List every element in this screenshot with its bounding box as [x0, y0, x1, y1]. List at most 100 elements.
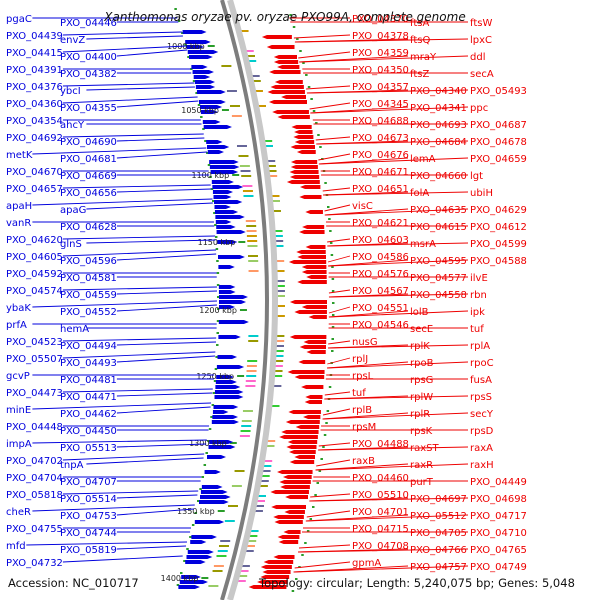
- reverse-gene-label: rpoC: [470, 358, 494, 369]
- reverse-gene-arrow: [291, 125, 312, 129]
- cog-band: [274, 290, 285, 292]
- reverse-gene-label: PXO_04345: [352, 99, 409, 110]
- forward-gene-label: PXO_04471: [60, 392, 117, 403]
- ring-tick: [215, 248, 219, 250]
- leader-line: [116, 290, 217, 295]
- cog-band: [258, 480, 269, 482]
- reverse-gene-label: tuf: [352, 388, 366, 399]
- reverse-gene-arrow: [288, 410, 321, 414]
- forward-gene-arrow: [196, 90, 226, 94]
- reverse-gene-label: PXO_04612: [470, 222, 527, 233]
- cog-band: [246, 540, 257, 542]
- cog-band: [248, 260, 259, 262]
- forward-gene-arrow: [193, 75, 211, 79]
- reverse-gene-label: PXO_04359: [352, 48, 409, 59]
- cog-band: [272, 375, 283, 377]
- forward-gene-arrow: [216, 375, 234, 379]
- cog-band: [236, 145, 247, 147]
- ring-tick: [317, 134, 320, 136]
- reverse-gene-arrow: [306, 275, 327, 279]
- cog-band: [274, 280, 285, 282]
- cog-band: [227, 505, 238, 507]
- cog-band: [244, 545, 255, 547]
- cog-band: [274, 270, 285, 272]
- ring-tick: [200, 116, 203, 118]
- forward-gene-arrow: [181, 575, 201, 579]
- ring-tick: [216, 320, 220, 322]
- reverse-gene-arrow: [261, 35, 292, 39]
- cog-band: [247, 240, 258, 242]
- reverse-gene-arrow: [289, 335, 327, 339]
- ring-tick: [214, 236, 218, 238]
- forward-gene-label: ybaK: [6, 303, 31, 314]
- reverse-gene-arrow: [290, 160, 318, 164]
- reverse-gene-arrow: [285, 495, 308, 499]
- leader-line: [318, 153, 351, 161]
- ring-tick: [203, 464, 207, 466]
- reverse-gene-arrow: [290, 165, 318, 169]
- cog-band: [255, 500, 265, 502]
- reverse-gene-arrow: [277, 115, 310, 119]
- leader-line: [86, 202, 213, 210]
- reverse-gene-label: PXO_04621: [352, 218, 409, 229]
- reverse-gene-arrow: [272, 110, 309, 114]
- leader-line: [32, 504, 195, 512]
- reverse-gene-arrow: [287, 440, 318, 444]
- cog-band: [267, 175, 278, 177]
- cog-band: [243, 550, 254, 552]
- cog-band: [264, 445, 275, 447]
- forward-gene-arrow: [218, 265, 235, 269]
- reverse-gene-arrow: [285, 420, 320, 424]
- forward-gene-arrow: [206, 145, 230, 149]
- cog-band: [246, 235, 257, 237]
- cog-band: [274, 340, 285, 342]
- forward-gene-label: PXO_04707: [60, 477, 117, 488]
- scale-label: 1250 kbp: [196, 372, 234, 381]
- cog-band: [274, 285, 285, 287]
- leader-line: [62, 453, 205, 461]
- forward-gene-arrow: [216, 225, 236, 229]
- reverse-gene-arrow: [270, 490, 309, 494]
- reverse-gene-label: PXO_04629: [470, 205, 527, 216]
- forward-gene-arrow: [215, 380, 237, 384]
- reverse-gene-label: ftsZ: [410, 69, 429, 80]
- ring-tick: [213, 380, 217, 382]
- ring-tick: [186, 548, 189, 550]
- forward-gene-label: vanR: [6, 218, 31, 229]
- leader-line: [116, 443, 207, 448]
- reverse-gene-arrow: [288, 260, 327, 264]
- reverse-gene-label: PXO_04684: [410, 137, 467, 148]
- forward-gene-label: PXO_04559: [60, 290, 117, 301]
- reverse-gene-label: rpsL: [352, 371, 374, 382]
- ring-tick: [312, 110, 316, 112]
- ring-tick: [210, 416, 213, 418]
- ring-tick: [298, 566, 301, 568]
- reverse-gene-label: PXO_04449: [470, 477, 527, 488]
- reverse-gene-label: PXO_04576: [352, 269, 409, 280]
- ring-tick: [329, 230, 332, 232]
- forward-gene-arrow: [190, 540, 207, 544]
- ring-tick: [216, 272, 220, 274]
- reverse-gene-label: lgt: [470, 171, 483, 182]
- ring-tick: [205, 452, 208, 454]
- forward-gene-label: mfd: [6, 541, 26, 552]
- leader-line: [327, 238, 351, 243]
- leader-line: [62, 82, 195, 87]
- forward-gene-label: ybcI: [60, 86, 81, 97]
- forward-gene-label: PXO_04446: [60, 18, 117, 29]
- forward-gene-arrow: [187, 550, 214, 554]
- reverse-gene-arrow: [281, 430, 319, 434]
- forward-gene-arrow: [201, 485, 223, 489]
- reverse-gene-arrow: [293, 135, 314, 139]
- scale-labels: 1000 kbp 1050 kbp 1100 kbp 1150 kbp 1200 kbp…: [161, 42, 237, 583]
- ring-tick: [184, 44, 187, 46]
- forward-gene-arrow: [194, 80, 215, 84]
- forward-gene-arrow: [214, 205, 231, 209]
- cog-band: [224, 520, 235, 522]
- forward-gene-label: PXO_04400: [60, 52, 117, 63]
- ring-tick: [215, 356, 218, 358]
- cog-band: [274, 305, 285, 307]
- forward-gene-arrow: [215, 220, 232, 224]
- reverse-gene-arrow: [301, 270, 327, 274]
- reverse-gene-label: PXO_04701: [352, 507, 409, 518]
